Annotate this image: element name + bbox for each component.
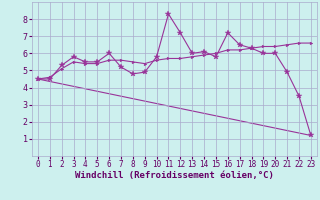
X-axis label: Windchill (Refroidissement éolien,°C): Windchill (Refroidissement éolien,°C) <box>75 171 274 180</box>
